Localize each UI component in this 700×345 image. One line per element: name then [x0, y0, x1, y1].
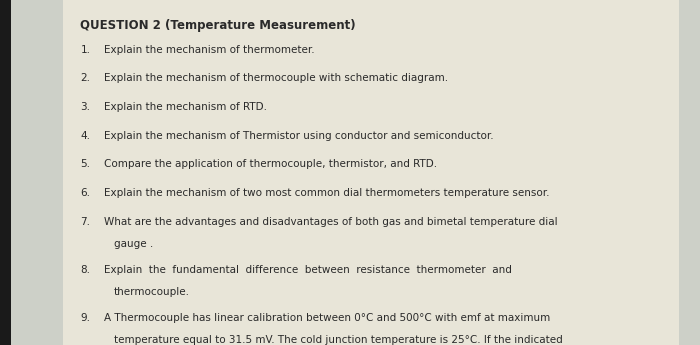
- Text: Explain the mechanism of RTD.: Explain the mechanism of RTD.: [104, 102, 267, 112]
- Text: 2.: 2.: [80, 73, 90, 83]
- Text: 8.: 8.: [80, 265, 90, 275]
- Text: Explain the mechanism of Thermistor using conductor and semiconductor.: Explain the mechanism of Thermistor usin…: [104, 131, 494, 141]
- Bar: [63, 0, 679, 345]
- Text: QUESTION 2 (Temperature Measurement): QUESTION 2 (Temperature Measurement): [80, 19, 356, 32]
- Text: 3.: 3.: [80, 102, 90, 112]
- Text: temperature equal to 31.5 mV. The cold junction temperature is 25°C. If the indi: temperature equal to 31.5 mV. The cold j…: [114, 335, 563, 345]
- Text: Explain the mechanism of two most common dial thermometers temperature sensor.: Explain the mechanism of two most common…: [104, 188, 549, 198]
- Text: 1.: 1.: [80, 45, 90, 55]
- Text: gauge .: gauge .: [114, 239, 153, 249]
- Text: 6.: 6.: [80, 188, 90, 198]
- Text: What are the advantages and disadvantages of both gas and bimetal temperature di: What are the advantages and disadvantage…: [104, 217, 557, 227]
- Text: Explain  the  fundamental  difference  between  resistance  thermometer  and: Explain the fundamental difference betwe…: [104, 265, 512, 275]
- Bar: [0, 0, 10, 345]
- Text: 9.: 9.: [80, 313, 90, 323]
- Text: Explain the mechanism of thermocouple with schematic diagram.: Explain the mechanism of thermocouple wi…: [104, 73, 448, 83]
- Text: 4.: 4.: [80, 131, 90, 141]
- Text: 7.: 7.: [80, 217, 90, 227]
- Text: Explain the mechanism of thermometer.: Explain the mechanism of thermometer.: [104, 45, 314, 55]
- Text: Compare the application of thermocouple, thermistor, and RTD.: Compare the application of thermocouple,…: [104, 159, 437, 169]
- Text: thermocouple.: thermocouple.: [114, 287, 190, 297]
- Text: 5.: 5.: [80, 159, 90, 169]
- Text: A Thermocouple has linear calibration between 0°C and 500°C with emf at maximum: A Thermocouple has linear calibration be…: [104, 313, 550, 323]
